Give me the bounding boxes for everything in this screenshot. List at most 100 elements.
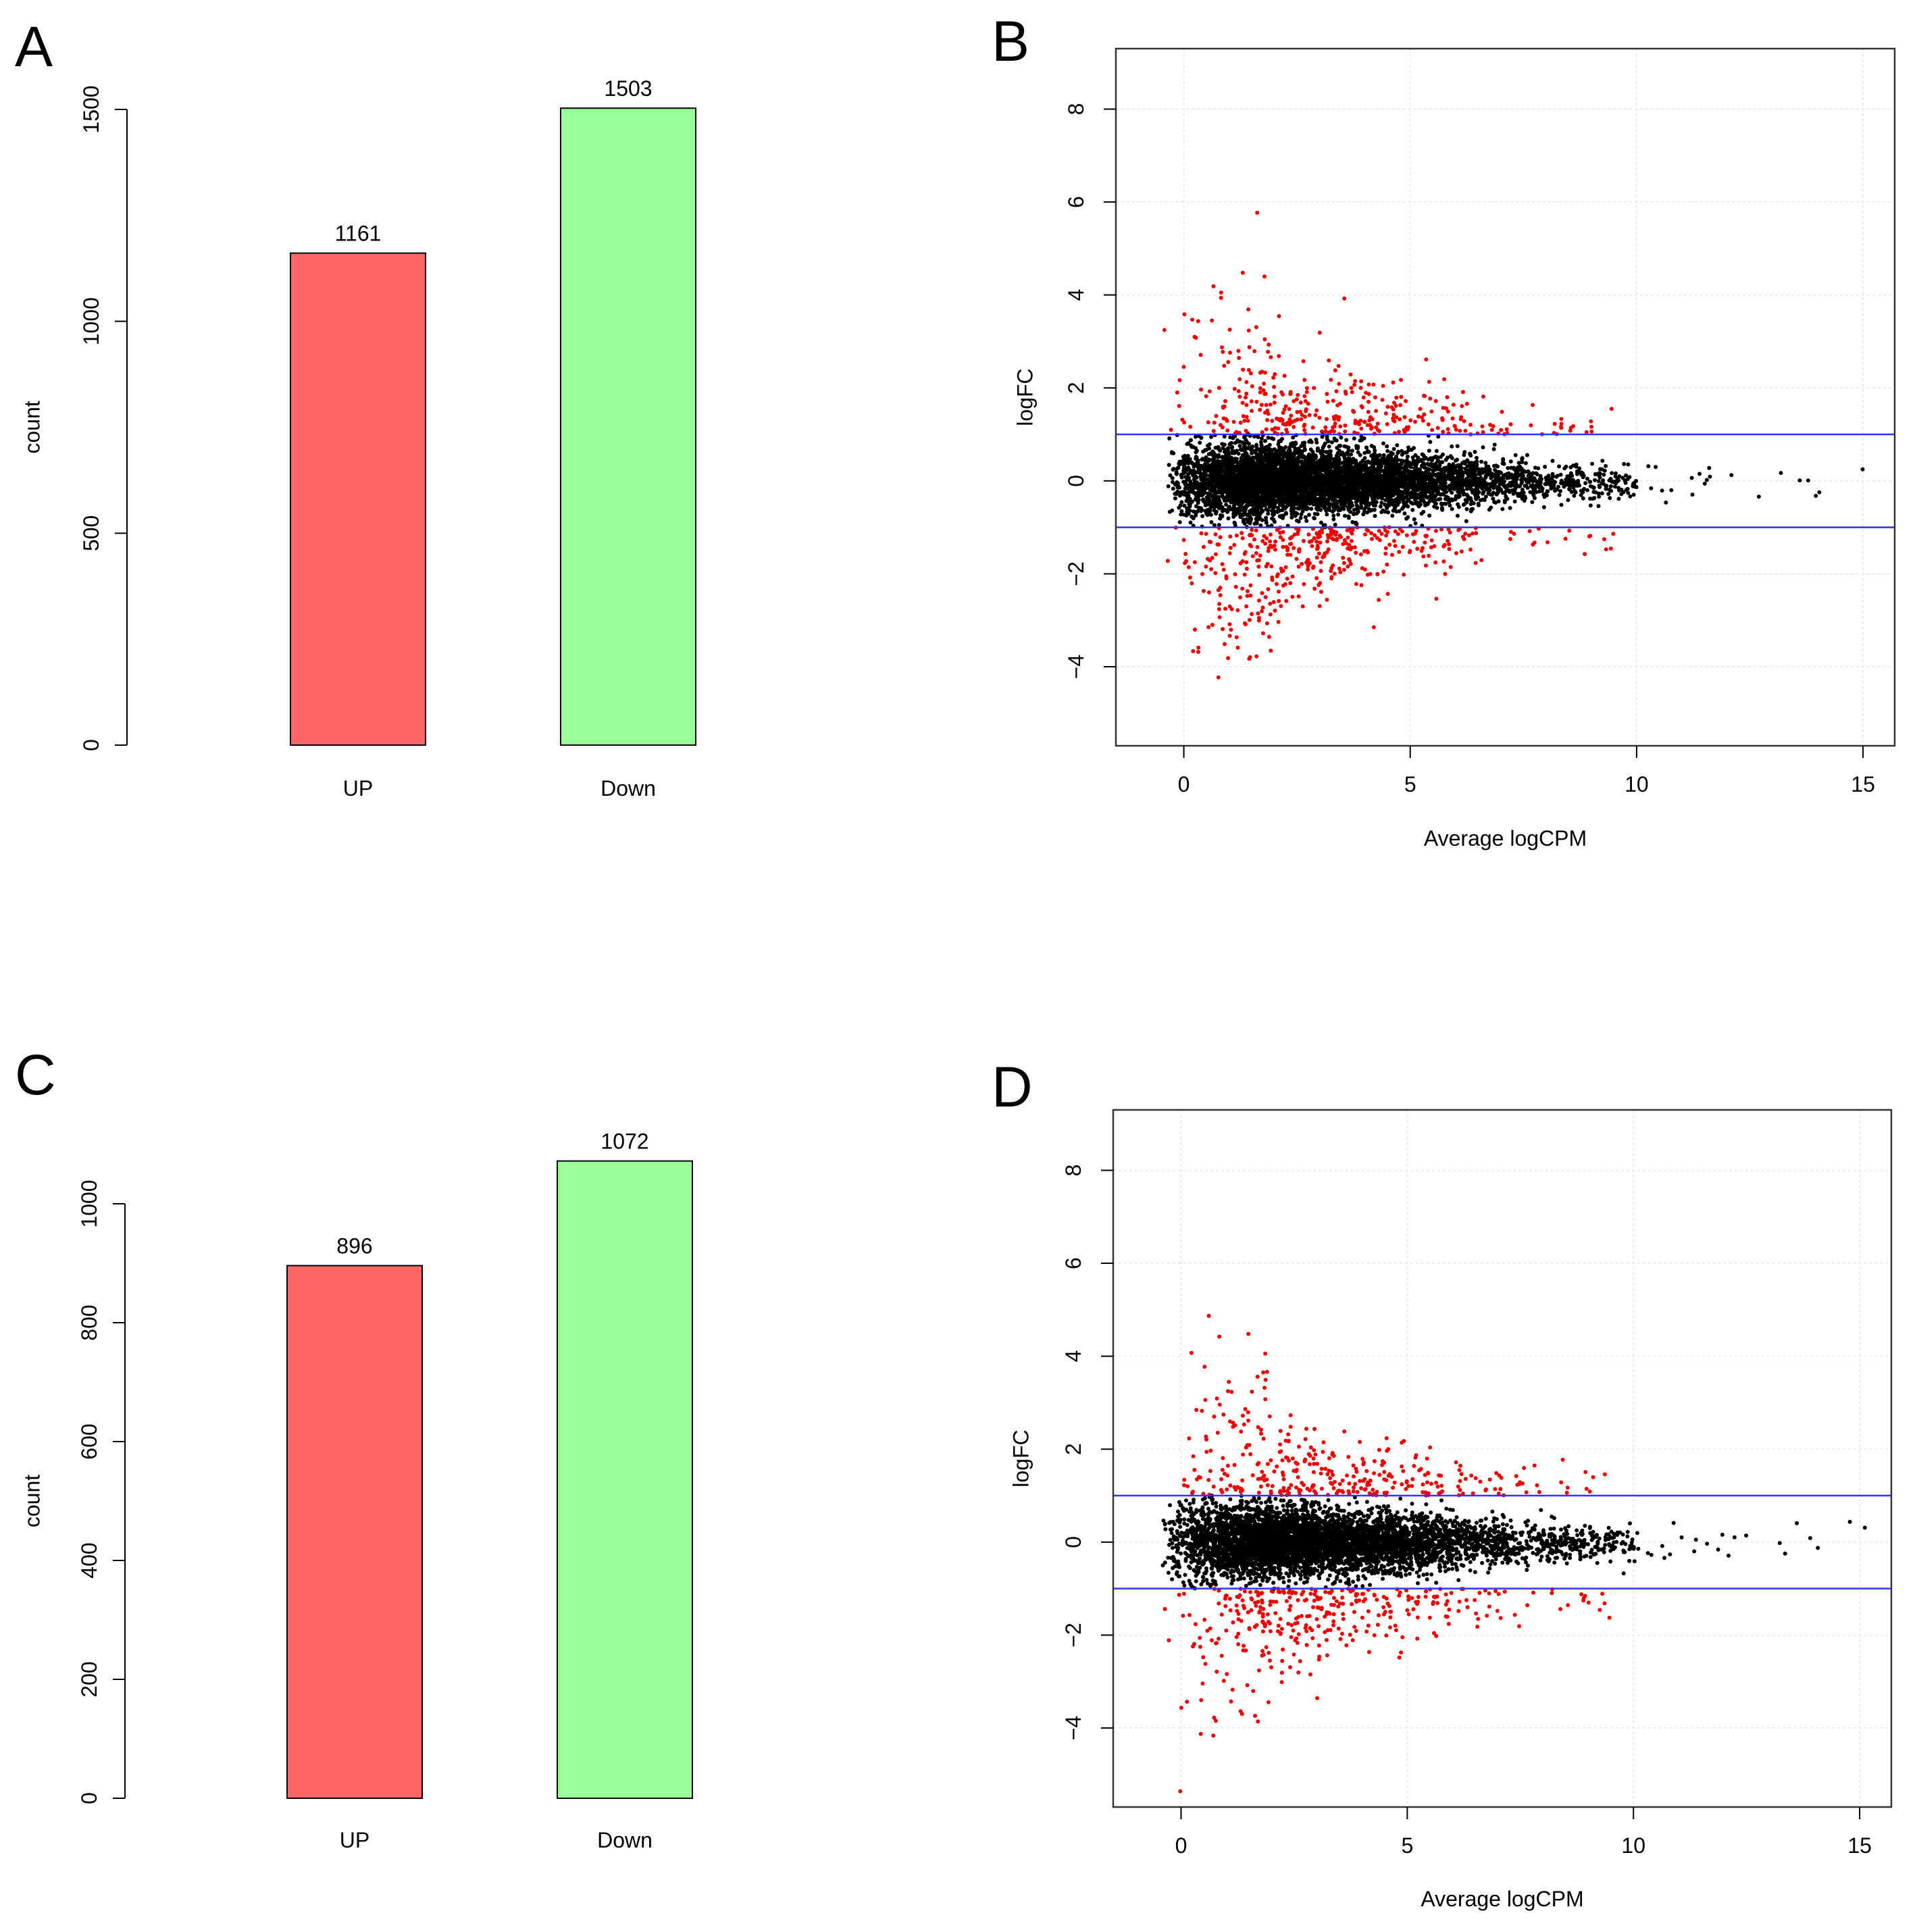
scatter-point (1196, 650, 1200, 654)
scatter-point (1370, 536, 1374, 541)
scatter-point (1540, 486, 1545, 491)
scatter-point (1325, 597, 1329, 602)
scatter-point (1558, 489, 1562, 493)
scatter-point (1314, 539, 1319, 544)
scatter-point (1248, 371, 1253, 376)
scatter-point (1386, 510, 1391, 515)
scatter-point (1198, 353, 1203, 357)
scatter-point (1350, 449, 1354, 453)
scatter-point (1343, 513, 1347, 518)
scatter-point (1413, 420, 1418, 424)
scatter-point (1349, 386, 1354, 390)
scatter-point (1218, 516, 1223, 521)
scatter-point (1217, 602, 1222, 606)
scatter-point (1590, 461, 1595, 466)
scatter-point (1211, 429, 1216, 433)
scatter-point (1373, 533, 1377, 538)
scatter-point (1225, 509, 1230, 514)
scatter-point (1206, 452, 1211, 457)
scatter-point (1312, 511, 1317, 516)
scatter-point (1431, 482, 1436, 486)
scatter-point (1255, 544, 1260, 549)
scatter-point (1174, 472, 1179, 476)
scatter-point (1427, 380, 1431, 384)
scatter-point (1334, 389, 1339, 394)
scatter-point (1331, 517, 1336, 522)
scatter-point (1294, 397, 1299, 402)
scatter-point (1255, 210, 1260, 215)
scatter-point (1220, 425, 1225, 430)
scatter-point (1381, 384, 1385, 388)
scatter-point (1611, 532, 1616, 536)
scatter-point (1492, 463, 1496, 468)
scatter-point (1271, 600, 1276, 605)
scatter-point (1260, 449, 1265, 454)
scatter-point (1298, 409, 1302, 414)
scatter-point (1462, 419, 1466, 424)
scatter-point (1370, 417, 1375, 422)
scatter-point (1232, 386, 1237, 391)
scatter-point (1169, 428, 1173, 432)
scatter-point (1226, 516, 1231, 521)
scatter-point (1244, 560, 1249, 565)
scatter-point (1468, 486, 1473, 491)
scatter-points (1162, 210, 1865, 680)
scatter-point (1202, 588, 1206, 593)
scatter-point (1385, 449, 1390, 453)
scatter-point (1366, 450, 1371, 455)
scatter-point (1210, 623, 1215, 627)
scatter-point (1213, 571, 1218, 576)
scatter-point (1185, 442, 1190, 447)
scatter-point (1244, 415, 1249, 420)
scatter-point (1269, 355, 1273, 359)
scatter-point (1500, 409, 1504, 414)
scatter-point (1288, 581, 1293, 586)
scatter-point (1433, 399, 1438, 403)
scatter-point (1189, 443, 1194, 448)
scatter-point (1384, 533, 1389, 538)
scatter-point (1707, 465, 1712, 470)
scatter-point (1250, 528, 1254, 532)
scatter-point (1170, 508, 1175, 513)
scatter-point (1284, 544, 1289, 549)
scatter-point (1183, 552, 1188, 556)
scatter-point (1264, 515, 1269, 520)
scatter-point (1276, 417, 1281, 422)
scatter-point (1314, 408, 1319, 413)
scatter-point (1508, 422, 1513, 427)
scatter-point (1413, 521, 1418, 526)
scatter-point (1381, 441, 1385, 446)
scatter-point (1186, 565, 1191, 569)
scatter-point (1508, 459, 1513, 464)
scatter-point (1377, 528, 1381, 533)
scatter-point (1307, 513, 1311, 517)
scatter-point (1381, 508, 1385, 513)
scatter-point (1550, 472, 1555, 476)
scatter-point (1589, 424, 1594, 429)
scatter-point (1359, 501, 1364, 506)
scatter-point (1352, 430, 1357, 435)
scatter-point (1292, 399, 1296, 403)
panel-letter: B (992, 9, 1029, 73)
scatter-point (1525, 453, 1529, 457)
scatter-point (1244, 604, 1249, 609)
scatter-point (1361, 395, 1366, 400)
scatter-point (1264, 507, 1269, 511)
x-category-label: Down (600, 776, 656, 800)
scatter-point (1350, 390, 1354, 395)
scatter-point (1237, 355, 1242, 360)
scatter-point (1265, 561, 1270, 566)
scatter-point (1476, 501, 1481, 506)
scatter-point (1194, 434, 1198, 439)
y-tick-label: 0 (79, 739, 103, 751)
scatter-point (1450, 490, 1454, 495)
scatter-point (1609, 488, 1614, 493)
scatter-point (1402, 503, 1407, 507)
scatter-point (1323, 425, 1328, 430)
scatter-point (1273, 608, 1277, 613)
scatter-point (1314, 576, 1319, 580)
scatter-point (1258, 386, 1262, 390)
scatter-point (1585, 488, 1589, 492)
scatter-point (1200, 514, 1205, 519)
scatter-point (1264, 520, 1269, 525)
